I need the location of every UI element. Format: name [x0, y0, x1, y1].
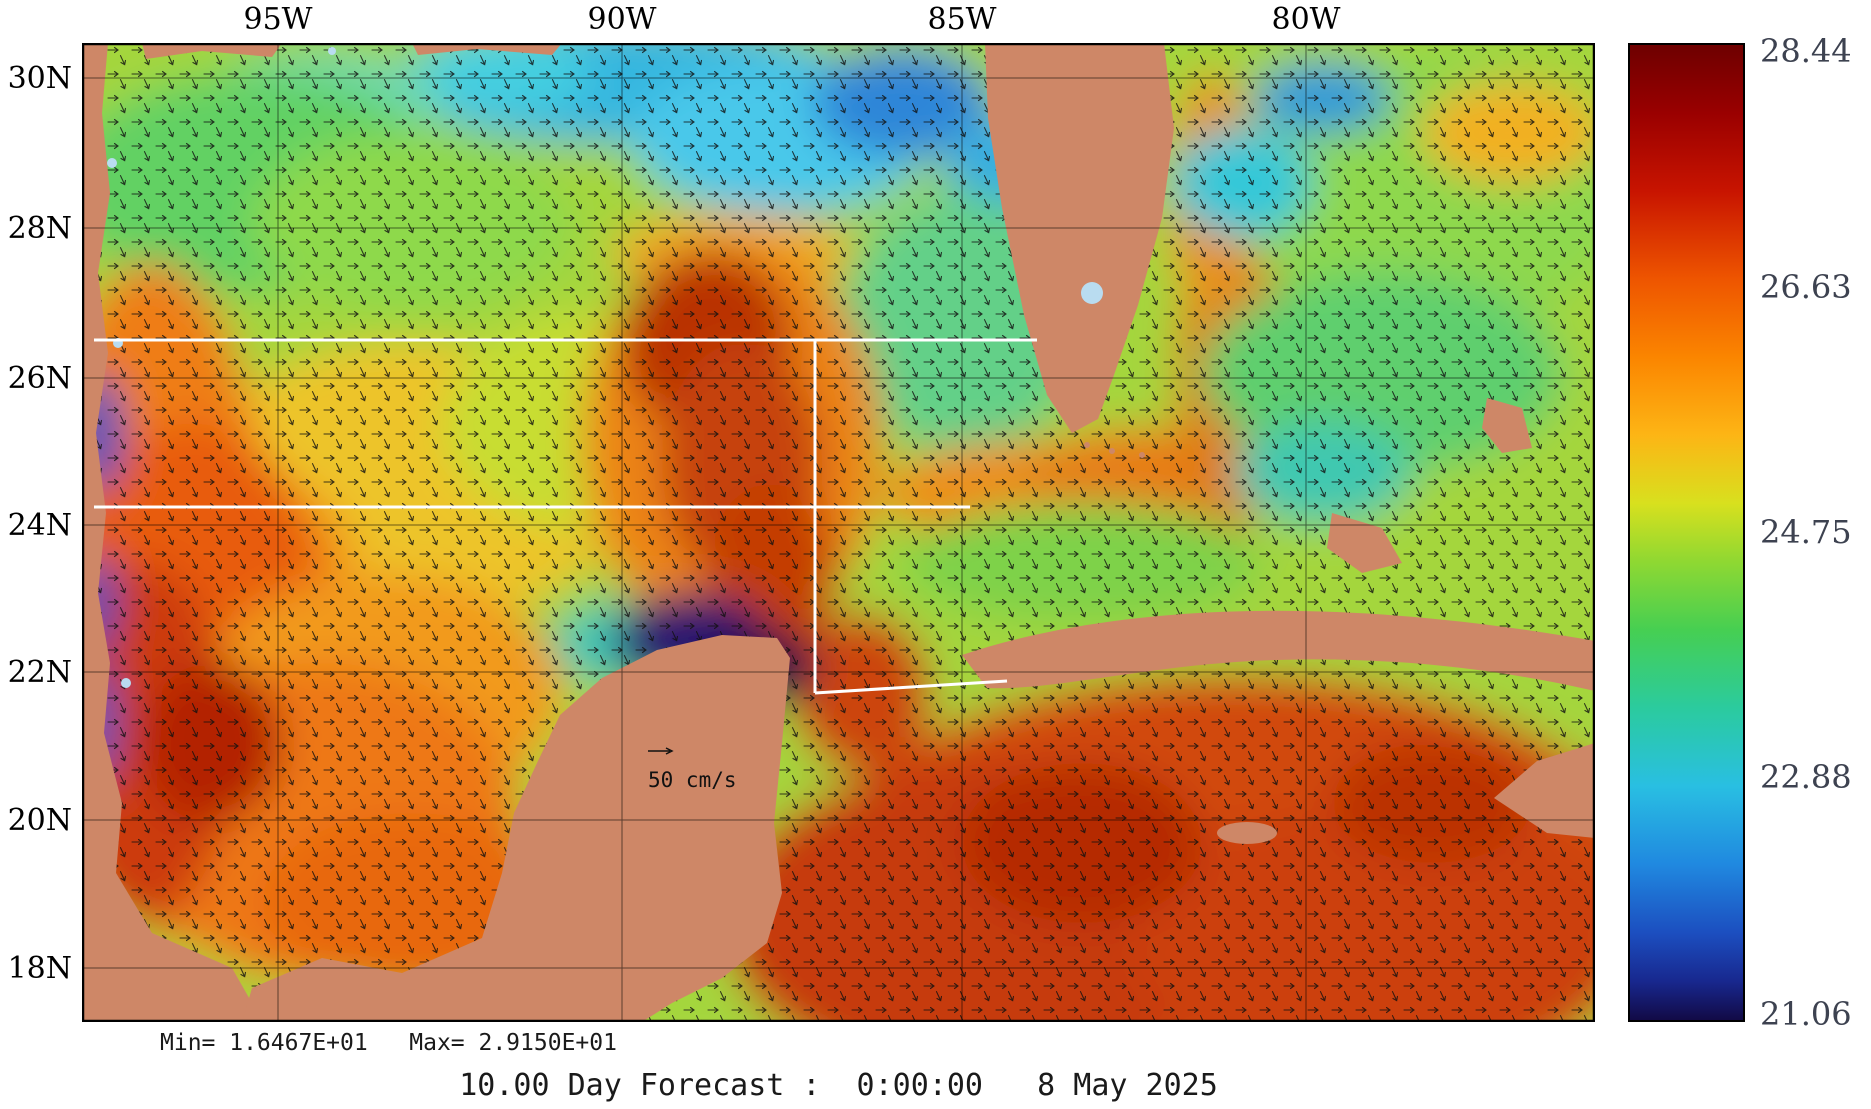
grid-layer — [82, 43, 1595, 1022]
lat-tick-label: 30N — [7, 61, 72, 96]
scale-reference: 50 cm/s — [648, 747, 737, 792]
scale-label: 50 cm/s — [648, 768, 737, 792]
lat-tick-label: 22N — [7, 655, 72, 690]
lat-tick-label: 18N — [7, 951, 72, 986]
plot-title: 10.00 Day Forecast : 0:00:00 8 May 2025 — [459, 1068, 1218, 1103]
map-figure: 50 cm/s — [81, 42, 1596, 1023]
lon-tick-label: 90W — [587, 2, 657, 37]
colorbar-tick-label: 21.06 — [1760, 995, 1852, 1033]
lat-tick-label: 20N — [7, 803, 72, 838]
lat-tick-label: 24N — [7, 508, 72, 543]
land-layer — [82, 43, 1595, 1022]
colorbar-tick-label: 28.44 — [1760, 32, 1852, 70]
colorbar-tick-label: 26.63 — [1760, 268, 1852, 306]
lon-tick-label: 85W — [927, 2, 997, 37]
lakes-layer — [107, 47, 1103, 688]
colorbar-tick-label: 22.88 — [1760, 758, 1852, 796]
section-lines — [94, 338, 1037, 695]
minmax-stats: Min= 1.6467E+01 Max= 2.9150E+01 — [160, 1030, 617, 1056]
lon-tick-label: 80W — [1271, 2, 1341, 37]
lat-tick-label: 26N — [7, 361, 72, 396]
plot-border — [81, 42, 1596, 1023]
sst-current-map: 50 cm/s — [81, 42, 1596, 1023]
colorbar — [1628, 43, 1745, 1022]
lon-tick-label: 95W — [243, 2, 313, 37]
lat-tick-label: 28N — [7, 211, 72, 246]
colorbar-tick-label: 24.75 — [1760, 513, 1852, 551]
